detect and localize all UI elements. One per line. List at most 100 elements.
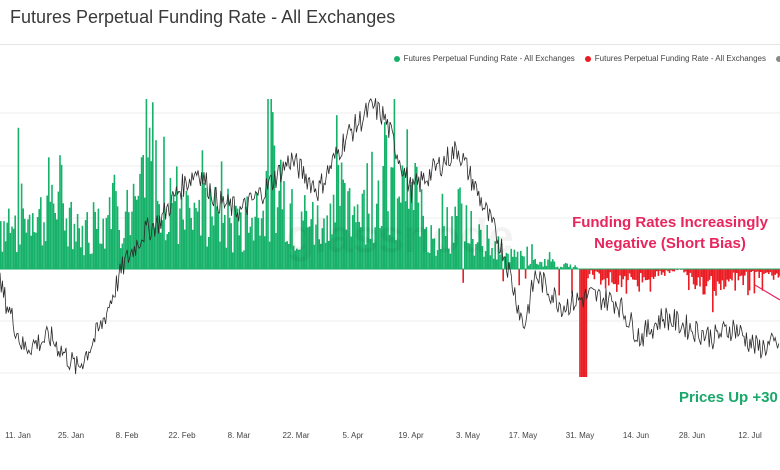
- funding-bar-positive: [108, 197, 111, 269]
- funding-bar-negative: [750, 269, 752, 272]
- funding-bar-positive: [212, 225, 215, 269]
- funding-bar-positive: [134, 196, 136, 269]
- funding-bar-positive: [400, 202, 402, 269]
- annotation-negative-funding: Funding Rates Increasingly Negative (Sho…: [520, 212, 780, 254]
- funding-bar-positive: [137, 195, 140, 269]
- funding-bar-negative: [640, 269, 642, 274]
- funding-bar-positive: [494, 241, 496, 269]
- x-axis: 11. Jan 25. Jan 8. Feb 22. Feb 8. Mar 22. Mar…: [5, 431, 762, 440]
- funding-bar-positive: [260, 218, 263, 269]
- funding-bar-positive: [124, 211, 127, 269]
- x-tick-label: 11. Jan: [5, 431, 31, 440]
- funding-bar-positive: [380, 226, 383, 269]
- funding-bar-positive: [403, 171, 405, 269]
- funding-bar-positive: [414, 163, 416, 269]
- funding-bar-positive: [36, 217, 39, 269]
- page-title: Futures Perpetual Funding Rate - All Exc…: [10, 7, 396, 27]
- funding-bar-positive: [372, 242, 375, 269]
- funding-bar-positive: [297, 249, 300, 269]
- funding-bar-positive: [553, 261, 556, 269]
- funding-bar-positive: [292, 245, 295, 269]
- funding-bar-positive: [505, 252, 508, 269]
- funding-bar-positive: [404, 201, 407, 269]
- funding-bar-positive: [355, 222, 357, 269]
- funding-bar-positive: [315, 224, 317, 269]
- funding-bar-negative: [667, 269, 669, 272]
- legend-item-positive[interactable]: Futures Perpetual Funding Rate - All Exc…: [393, 54, 575, 63]
- funding-bar-positive: [536, 263, 538, 269]
- funding-bar-positive: [262, 210, 264, 269]
- x-tick-label: 31. May: [566, 431, 594, 440]
- funding-bar-negative: [724, 269, 727, 287]
- funding-bar-positive: [340, 162, 343, 269]
- funding-bar-negative: [710, 269, 712, 276]
- funding-bar-positive: [102, 218, 104, 269]
- funding-bar-positive: [492, 258, 495, 269]
- funding-bar-negative: [672, 269, 674, 272]
- funding-bar-positive: [104, 248, 106, 269]
- legend-item-negative[interactable]: Futures Perpetual Funding Rate - All Exc…: [584, 54, 766, 63]
- funding-bar-positive: [497, 236, 500, 269]
- funding-bar-positive: [547, 259, 549, 269]
- funding-bar-positive: [94, 211, 96, 269]
- funding-bar-negative: [777, 269, 780, 278]
- funding-bar-positive: [568, 267, 570, 269]
- funding-bar-positive: [337, 164, 340, 269]
- funding-bar-negative: [598, 269, 600, 274]
- funding-bar-positive: [300, 211, 303, 269]
- funding-bar-negative: [731, 269, 733, 281]
- funding-bar-positive: [91, 253, 93, 269]
- funding-bar-positive: [339, 205, 341, 269]
- funding-bar-positive: [430, 225, 432, 269]
- funding-bar-positive: [224, 214, 226, 269]
- funding-bar-positive: [532, 260, 535, 269]
- funding-bar-positive: [465, 205, 468, 269]
- funding-bar-positive: [569, 264, 572, 269]
- funding-bar-positive: [259, 235, 261, 269]
- funding-bar-negative: [641, 269, 644, 283]
- funding-bar-positive: [3, 221, 5, 269]
- funding-bar-positive: [411, 181, 413, 269]
- funding-bar-negative: [774, 269, 776, 275]
- funding-bar-positive: [526, 246, 528, 269]
- funding-bar-negative: [633, 269, 636, 280]
- funding-bar-negative: [617, 269, 620, 285]
- funding-bar-negative: [606, 269, 608, 279]
- funding-bar-positive: [78, 228, 80, 269]
- funding-bar-positive: [387, 211, 389, 269]
- funding-bar-positive: [291, 189, 293, 269]
- funding-bar-positive: [352, 215, 354, 269]
- funding-bar-positive: [241, 251, 244, 269]
- funding-bar-negative: [748, 269, 751, 291]
- header-divider: [0, 44, 780, 45]
- funding-bar-positive: [433, 238, 436, 269]
- funding-bar-negative: [611, 269, 613, 283]
- funding-bar-negative: [732, 269, 735, 273]
- funding-bar-negative: [708, 269, 711, 280]
- x-tick-label: 8. Feb: [116, 431, 139, 440]
- funding-bar-negative: [694, 269, 696, 290]
- funding-bar-negative: [713, 269, 716, 291]
- funding-bar-positive: [30, 235, 32, 269]
- funding-bar-positive: [472, 239, 474, 269]
- funding-bar-positive: [54, 213, 56, 269]
- funding-bar-positive: [11, 226, 13, 269]
- funding-bar-negative: [656, 269, 658, 272]
- funding-bar-positive: [128, 212, 130, 269]
- funding-bar-positive: [545, 265, 548, 269]
- funding-bar-positive: [83, 255, 85, 269]
- funding-bar-positive: [246, 196, 248, 269]
- funding-bar-positive: [512, 256, 514, 269]
- funding-bar-positive: [324, 242, 327, 269]
- funding-bar-positive: [302, 220, 304, 269]
- funding-bar-positive: [188, 207, 191, 269]
- legend-item-price[interactable]: [776, 54, 780, 63]
- watermark: glassnode: [286, 210, 514, 262]
- funding-bar-positive: [38, 209, 40, 269]
- x-tick-label: 12. Jul: [738, 431, 762, 440]
- funding-bar-negative: [760, 269, 762, 272]
- funding-bar-positive: [176, 166, 178, 269]
- funding-bar-positive: [366, 163, 368, 269]
- funding-bar-negative: [744, 269, 746, 276]
- funding-bar-positive: [332, 194, 335, 269]
